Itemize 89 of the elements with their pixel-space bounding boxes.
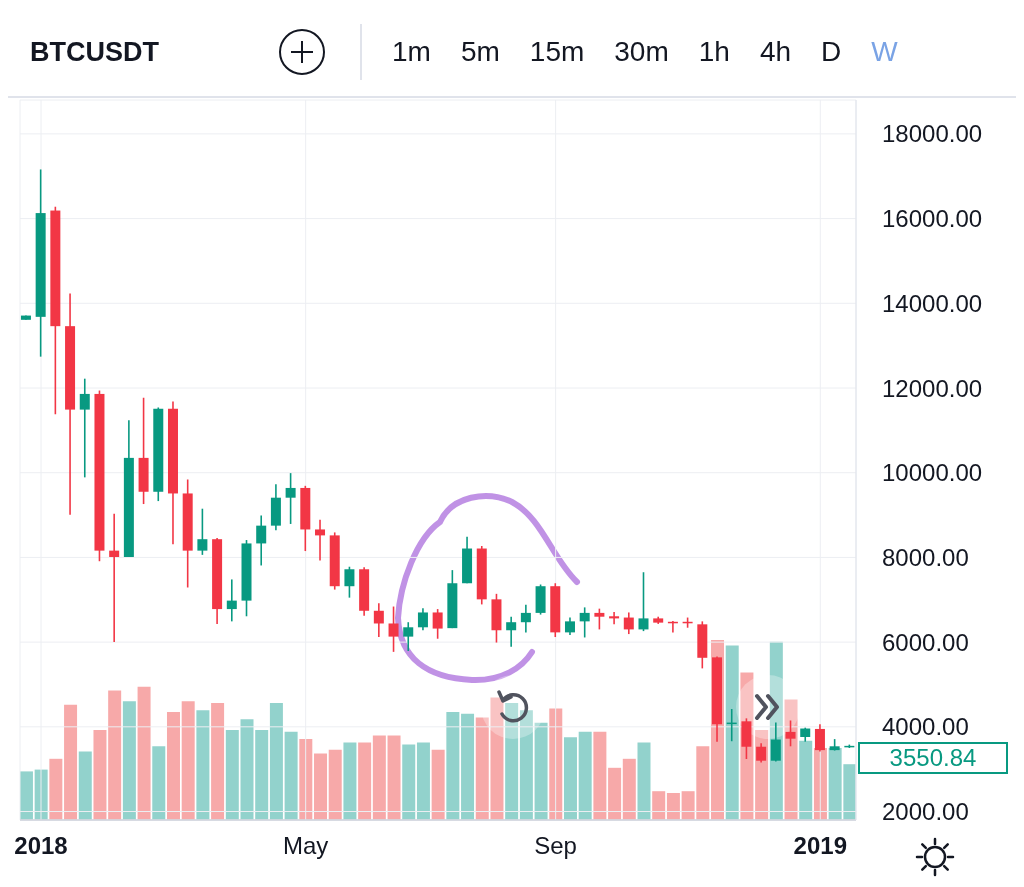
bar [652,791,666,820]
bar [181,701,195,820]
candlestick [770,721,781,763]
x-tick-label: Sep [534,832,577,859]
bar [299,739,313,820]
bar [49,758,63,820]
candlestick [756,742,767,764]
candlestick [256,514,267,567]
bar [446,712,460,820]
bar [666,793,680,820]
bar [269,703,283,820]
bar [461,713,475,820]
bar [431,749,445,820]
bar [93,730,107,820]
text: 1m [392,36,431,68]
bar [78,751,92,820]
bar [122,701,136,820]
candlestick [226,578,237,623]
candlestick [388,605,399,653]
bar [343,742,357,820]
y-tick-label: 10000.00 [882,459,983,487]
candlestick [594,607,605,631]
bar [108,690,122,820]
candlestick [638,571,649,632]
candlestick [109,512,120,643]
bar [211,703,225,820]
bar [20,771,33,820]
bar [799,740,813,820]
text: 15m [529,36,585,68]
bar [416,742,430,820]
bar [534,722,548,820]
candlestick [417,607,428,632]
bar [358,742,372,820]
candlestick [506,615,517,648]
bar [505,703,519,820]
candlestick [197,507,208,556]
candlestick [373,602,384,638]
bar [284,731,298,820]
bar [152,746,166,820]
text: 4h [759,36,792,68]
bar [225,730,239,820]
y-tick-label: 18000.00 [882,120,983,148]
y-tick-label: 16000.00 [882,205,983,233]
text: 30m [614,36,669,68]
y-tick-label: 14000.00 [882,289,983,317]
candlestick [520,604,531,634]
bar [725,645,739,820]
bar [166,712,180,820]
y-tick-label: 12000.00 [882,374,983,402]
candlestick [579,606,590,639]
x-tick-label: 2019 [793,832,847,859]
bar [196,710,210,820]
x-tick-label: 2018 [14,832,68,859]
bar [314,753,328,820]
text: W [871,36,898,68]
bar [784,699,798,820]
bar [372,735,386,820]
bar [637,742,651,820]
candlestick [403,621,414,652]
chart-title: BTCUSDT [30,36,160,68]
bar [563,737,577,820]
bar [519,710,533,820]
text: 5m [460,36,500,68]
candlestick [315,518,326,562]
candlestick [432,608,443,640]
text: D [821,36,842,68]
candlestick [785,719,796,748]
bar [387,735,401,820]
bar [137,686,151,820]
y-tick-label: 8000.00 [882,543,969,571]
x-tick-label: May [283,832,329,859]
y-tick-label: 2000.00 [882,798,969,826]
bar [593,731,607,820]
candlestick [344,565,355,599]
text: 1h [698,36,730,68]
candlestick [609,611,620,626]
candlestick [79,377,90,479]
bar [328,749,342,820]
bar [608,767,622,820]
bar [622,758,636,820]
bar [549,708,563,820]
y-tick-label: 6000.00 [882,628,969,656]
bar [64,704,78,820]
bar [402,744,416,820]
candlestick [623,611,634,635]
annotation: 3550.84 [858,741,1008,774]
bar [578,731,592,820]
y-tick-label: 4000.00 [882,713,969,741]
candlestick [285,472,296,525]
